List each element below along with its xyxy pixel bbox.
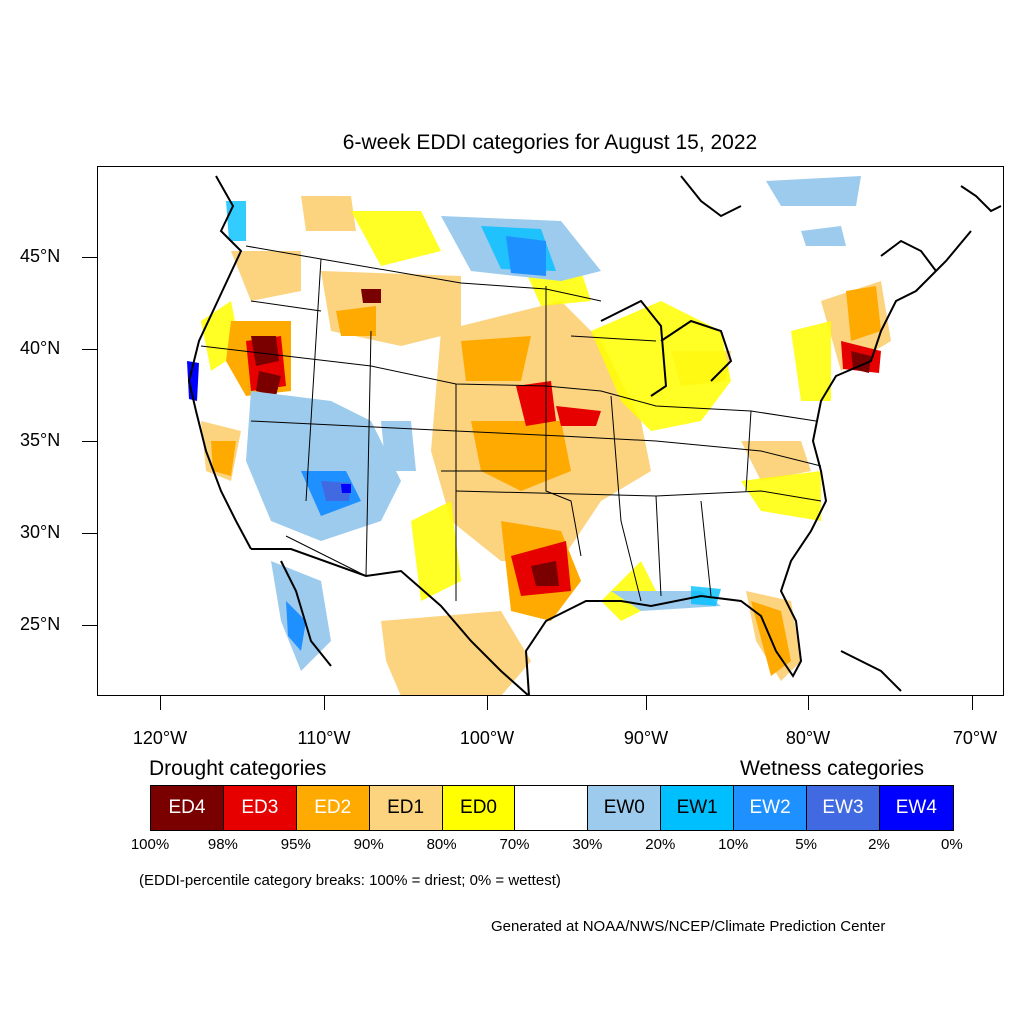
- legend-cell-ew4: EW4: [879, 786, 953, 830]
- eddi-map: [97, 166, 1004, 696]
- legend-break-label: 0%: [941, 836, 963, 853]
- y-tick: [82, 257, 97, 258]
- x-label: 80°W: [785, 728, 831, 748]
- y-tick: [82, 349, 97, 350]
- y-label: 30°N: [20, 522, 61, 542]
- x-label: 120°W: [132, 728, 188, 748]
- legend-break-label: 30%: [572, 836, 603, 853]
- legend-cell-ew1: EW1: [661, 786, 735, 830]
- wet-core-regions: [187, 236, 546, 651]
- legend-cell-neutral: [515, 786, 589, 830]
- x-tick: [972, 696, 973, 710]
- x-tick: [487, 696, 488, 710]
- us-map-canvas: [187, 175, 1002, 695]
- y-label: 35°N: [20, 430, 61, 450]
- legend-color-bar: ED4 ED3 ED2 ED1 ED0 EW0 EW1 EW2 EW3 EW4: [150, 785, 954, 831]
- legend-break-label: 100%: [130, 836, 170, 853]
- legend-cell-ew3: EW3: [807, 786, 880, 830]
- legend-break-label: 90%: [353, 836, 384, 853]
- category-note: (EDDI-percentile category breaks: 100% =…: [139, 872, 561, 889]
- legend-cell-ew2: EW2: [734, 786, 808, 830]
- x-label: 70°W: [952, 728, 998, 748]
- state-boundaries: [200, 245, 822, 602]
- legend-cell-ed3: ED3: [223, 786, 297, 830]
- y-label: 45°N: [20, 246, 61, 266]
- x-label: 100°W: [459, 728, 515, 748]
- x-tick: [324, 696, 325, 710]
- x-tick: [646, 696, 647, 710]
- legend-cell-ed2: ED2: [296, 786, 370, 830]
- legend-break-label: 70%: [499, 836, 530, 853]
- ed4-regions: [251, 289, 871, 586]
- x-tick: [160, 696, 161, 710]
- legend-cell-ed0: ED0: [442, 786, 516, 830]
- x-tick: [808, 696, 809, 710]
- legend-break-label: 10%: [718, 836, 749, 853]
- legend-break-label: 98%: [207, 836, 238, 853]
- y-tick: [82, 441, 97, 442]
- legend-break-label: 80%: [426, 836, 457, 853]
- legend-break-label: 5%: [795, 836, 817, 853]
- legend-break-label: 95%: [280, 836, 311, 853]
- legend-break-label: 20%: [645, 836, 676, 853]
- x-label: 110°W: [297, 728, 351, 748]
- y-label: 25°N: [20, 614, 61, 634]
- wetness-heading: Wetness categories: [740, 757, 925, 780]
- x-label: 90°W: [623, 728, 669, 748]
- legend-cell-ed4: ED4: [151, 786, 224, 830]
- map-title: 6-week EDDI categories for August 15, 20…: [342, 131, 758, 154]
- credit-line: Generated at NOAA/NWS/NCEP/Climate Predi…: [491, 918, 886, 935]
- y-tick: [82, 533, 97, 534]
- y-label: 40°N: [20, 338, 61, 358]
- legend-break-label: 2%: [868, 836, 890, 853]
- legend-cell-ew0: EW0: [588, 786, 662, 830]
- ew0-regions: [246, 176, 861, 671]
- coastlines: [187, 175, 1002, 695]
- y-tick: [82, 625, 97, 626]
- drought-heading: Drought categories: [149, 757, 327, 780]
- legend-cell-ed1: ED1: [369, 786, 443, 830]
